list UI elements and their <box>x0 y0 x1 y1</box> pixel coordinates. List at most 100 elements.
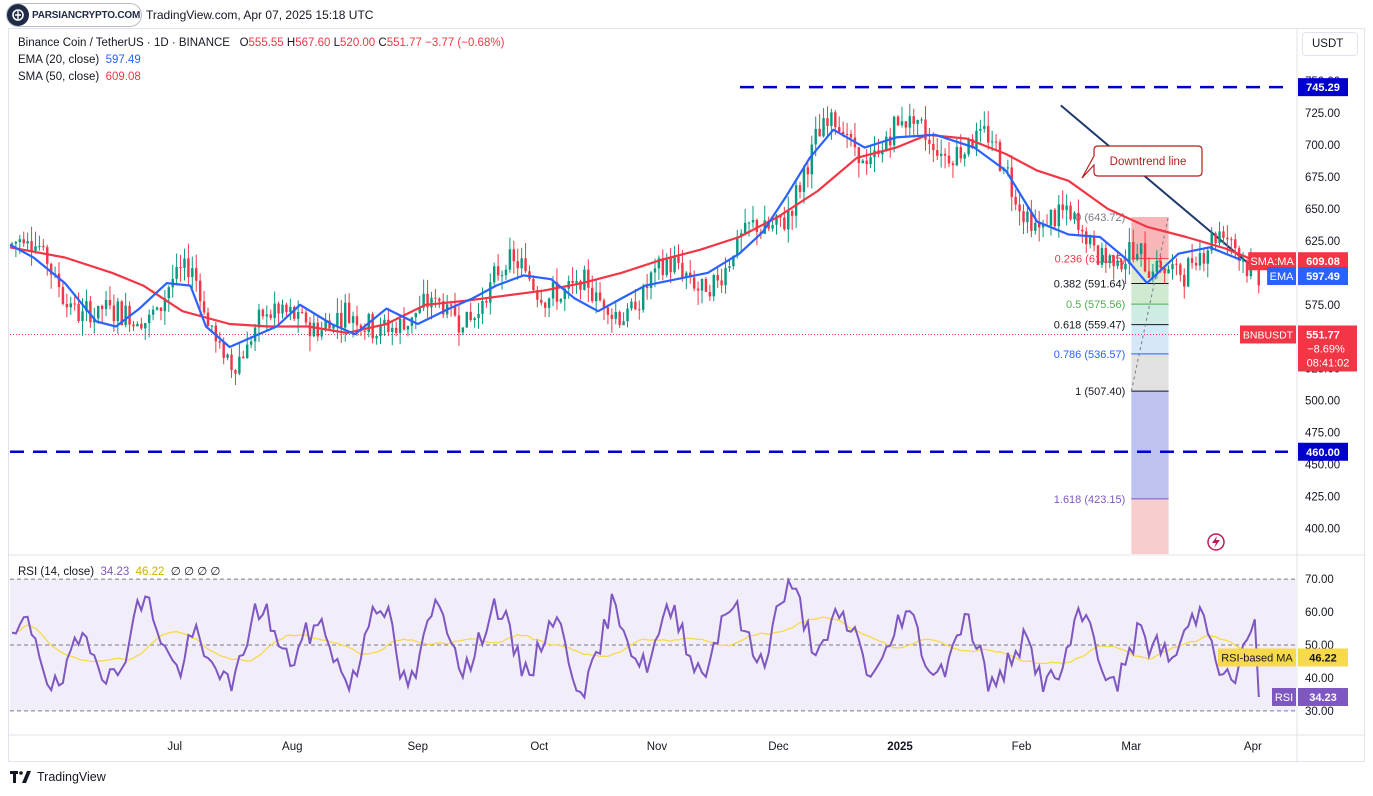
candle-body <box>1132 242 1135 260</box>
candle-body <box>226 354 229 358</box>
resistance-tag: 745.29 <box>1298 78 1348 97</box>
logo-icon <box>7 4 29 26</box>
open-label: O <box>239 37 249 49</box>
candle-body <box>587 269 590 288</box>
candle-body <box>1120 260 1123 270</box>
rsi-axis-tick: 70.00 <box>1305 574 1334 586</box>
candle-body <box>547 298 551 308</box>
high-value: 567.60 <box>295 37 331 49</box>
candle-body <box>912 116 915 124</box>
logo-text: PARSIANCRYPTO.COM <box>32 9 141 21</box>
candle-body <box>955 147 959 166</box>
candle-body <box>520 258 523 269</box>
candle-body <box>563 288 566 300</box>
candle-body <box>245 344 249 359</box>
candle-body <box>253 327 257 342</box>
candle-body <box>924 119 927 140</box>
candle-body <box>1214 233 1217 244</box>
candle-body <box>1135 254 1139 260</box>
price-axis-tick: 650.00 <box>1305 204 1340 216</box>
candle-body <box>1026 211 1029 223</box>
candle-body <box>351 316 355 323</box>
candle-body <box>1163 268 1166 274</box>
candle-body <box>751 220 755 223</box>
candle-body <box>728 266 731 268</box>
candle-body <box>308 322 312 337</box>
candle-body <box>265 314 269 317</box>
support-tag-text: 460.00 <box>1306 447 1340 459</box>
candle-body <box>685 272 688 278</box>
candle-body <box>1088 237 1092 245</box>
candle-body <box>610 314 614 319</box>
sma-tag-text: 609.08 <box>1306 256 1340 268</box>
candle-body <box>1175 263 1178 265</box>
fib-level-label: 1 (507.40) <box>1075 386 1125 398</box>
rsi-ma-tag-value-bg <box>1298 648 1348 667</box>
candle-body <box>461 327 465 333</box>
candle-body <box>724 267 727 286</box>
candle-body <box>775 215 778 225</box>
time-axis-tick: Mar <box>1121 741 1141 753</box>
candle-body <box>1171 263 1174 270</box>
candle-body <box>673 256 676 273</box>
rsi-legend-extra: ∅ ∅ ∅ ∅ <box>170 566 221 578</box>
price-axis-tick: 575.00 <box>1305 300 1340 312</box>
candle-body <box>363 331 367 333</box>
candle-body <box>375 336 378 339</box>
candle-body <box>312 322 316 337</box>
candle-body <box>594 292 598 302</box>
candle-body <box>1108 255 1111 264</box>
candle-body <box>920 119 923 121</box>
candle-body <box>826 118 829 126</box>
candle-body <box>1218 231 1221 244</box>
candle-body <box>528 271 531 279</box>
tag-value-bg <box>1298 78 1348 97</box>
ema-legend-label: EMA (20, close) <box>18 54 100 66</box>
chart-frame <box>8 28 1365 762</box>
candle-body <box>340 312 343 328</box>
candle-body <box>1167 269 1170 274</box>
candle-body <box>1061 204 1064 211</box>
candle-body <box>892 116 896 146</box>
candle-body <box>787 211 790 230</box>
candle-body <box>116 301 120 322</box>
candle-body <box>1222 231 1225 238</box>
candle-body <box>147 314 151 324</box>
candle-body <box>477 313 480 319</box>
candle-body <box>89 301 92 323</box>
candle-body <box>790 211 794 216</box>
candle-body <box>998 142 1002 171</box>
candle-body <box>645 286 649 289</box>
fib-zone <box>1131 391 1169 499</box>
candle-body <box>1206 250 1209 264</box>
candle-body <box>191 268 194 278</box>
candle-body <box>649 272 653 289</box>
candle-body <box>38 245 41 247</box>
time-axis-tick: Oct <box>530 741 549 753</box>
candle-body <box>81 311 84 322</box>
candle-body <box>293 306 296 319</box>
candle-body <box>394 327 398 333</box>
price-axis-tick: 725.00 <box>1305 108 1340 120</box>
candle-body <box>1241 260 1245 262</box>
fib-top-label: 0 (643.72) <box>1075 212 1125 224</box>
candle-body <box>77 303 80 322</box>
candle-body <box>1018 204 1021 212</box>
candle-body <box>1112 255 1115 267</box>
candle-body <box>540 299 543 303</box>
time-axis-tick: Sep <box>408 741 428 753</box>
candle-body <box>661 258 665 276</box>
candle-body <box>591 287 594 302</box>
candle-body <box>841 131 845 134</box>
candle-body <box>669 257 672 273</box>
fib-zone <box>1131 283 1169 305</box>
candle-body <box>1186 258 1190 287</box>
candle-body <box>202 301 206 313</box>
candle-body <box>622 321 625 326</box>
price-tag-label-text: BNBUSDT <box>1243 329 1294 341</box>
candle-body <box>422 293 425 308</box>
currency-button[interactable]: USDT <box>1302 32 1358 56</box>
candle-body <box>457 315 461 333</box>
candle-body <box>324 320 327 331</box>
